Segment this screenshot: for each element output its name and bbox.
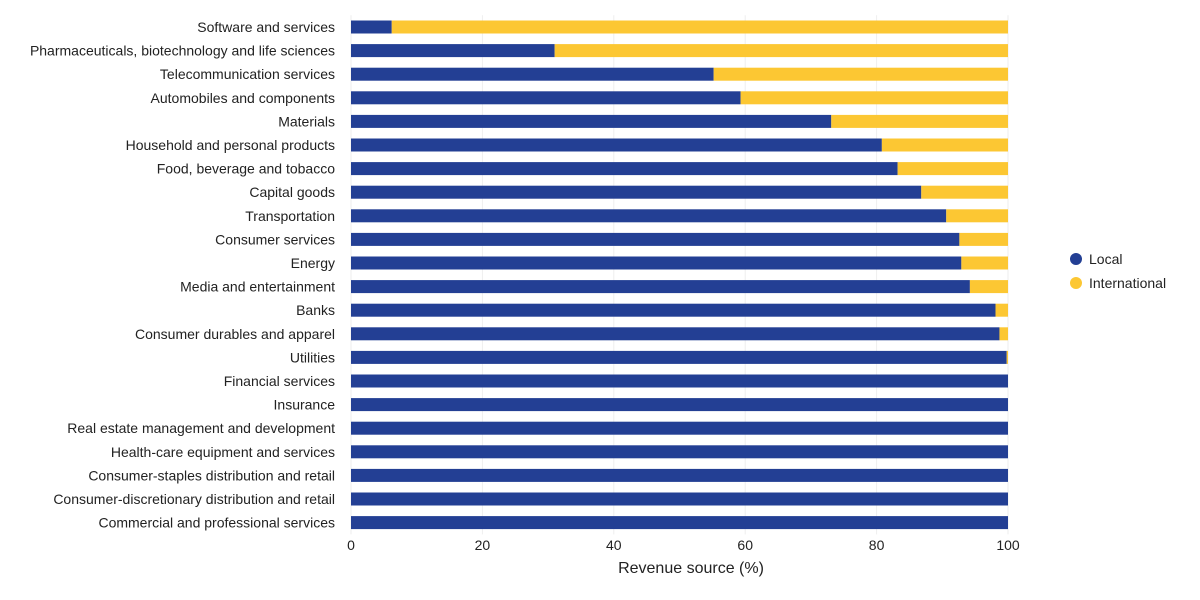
bar-international-10 — [961, 256, 1008, 270]
x-tick-label-4: 80 — [869, 537, 885, 553]
bar-local-19 — [351, 468, 1008, 482]
x-tick-label-3: 60 — [737, 537, 753, 553]
bar-international-5 — [881, 138, 1008, 152]
bar-international-6 — [897, 162, 1008, 176]
bar-local-12 — [351, 303, 996, 317]
x-tick-label-2: 40 — [606, 537, 622, 553]
bar-international-1 — [554, 44, 1008, 58]
x-tick-label-5: 100 — [996, 537, 1020, 553]
category-label-0: Software and services — [197, 19, 335, 35]
category-label-9: Consumer services — [215, 231, 335, 247]
category-label-1: Pharmaceuticals, biotechnology and life … — [30, 43, 335, 59]
legend: Local International — [1070, 251, 1166, 291]
category-label-2: Telecommunication services — [160, 66, 335, 82]
legend-label-international: International — [1089, 275, 1166, 291]
bar-local-5 — [351, 138, 882, 152]
category-label-15: Financial services — [224, 373, 335, 389]
category-label-21: Commercial and professional services — [98, 515, 335, 531]
bar-local-1 — [351, 44, 555, 58]
category-label-11: Media and entertainment — [180, 279, 335, 295]
category-label-12: Banks — [296, 302, 335, 318]
bar-international-3 — [740, 91, 1008, 105]
category-label-7: Capital goods — [249, 184, 335, 200]
category-label-10: Energy — [291, 255, 335, 271]
bar-local-8 — [351, 209, 947, 223]
bar-international-13 — [999, 327, 1008, 341]
category-label-18: Health-care equipment and services — [111, 444, 335, 460]
category-label-5: Household and personal products — [126, 137, 335, 153]
category-label-16: Insurance — [274, 397, 336, 413]
category-label-3: Automobiles and components — [151, 90, 335, 106]
bar-international-8 — [946, 209, 1008, 223]
legend-marker-international — [1070, 277, 1082, 289]
category-labels: Software and services Pharmaceuticals, bi… — [30, 19, 335, 531]
bar-local-6 — [351, 162, 898, 176]
bar-local-11 — [351, 280, 970, 294]
bar-local-7 — [351, 185, 922, 199]
bar-local-18 — [351, 445, 1008, 459]
bar-local-15 — [351, 374, 1008, 388]
bar-local-17 — [351, 421, 1008, 435]
bar-international-12 — [995, 303, 1008, 317]
bar-international-7 — [921, 185, 1008, 199]
bars — [351, 20, 1008, 530]
category-label-19: Consumer-staples distribution and retail — [88, 467, 335, 483]
bar-local-2 — [351, 67, 714, 81]
category-label-6: Food, beverage and tobacco — [157, 161, 335, 177]
bar-local-10 — [351, 256, 962, 270]
x-axis-title: Revenue source (%) — [618, 560, 764, 577]
bar-international-14 — [1006, 350, 1008, 364]
legend-marker-local — [1070, 253, 1082, 265]
category-label-13: Consumer durables and apparel — [135, 326, 335, 342]
bar-international-2 — [713, 67, 1008, 81]
category-label-20: Consumer-discretionary distribution and … — [53, 491, 335, 507]
bar-local-21 — [351, 516, 1008, 530]
category-label-8: Transportation — [245, 208, 335, 224]
bar-international-4 — [831, 114, 1008, 128]
category-label-17: Real estate management and development — [67, 420, 335, 436]
bar-international-11 — [969, 280, 1008, 294]
bar-local-9 — [351, 232, 960, 246]
bar-local-14 — [351, 350, 1007, 364]
bar-international-9 — [959, 232, 1008, 246]
bar-local-16 — [351, 398, 1008, 412]
category-label-4: Materials — [278, 113, 335, 129]
legend-label-local: Local — [1089, 251, 1122, 267]
bar-local-13 — [351, 327, 1000, 341]
bar-local-4 — [351, 114, 832, 128]
x-tick-labels: 0 20 40 60 80 100 — [347, 537, 1020, 553]
bar-international-0 — [391, 20, 1008, 34]
x-tick-label-0: 0 — [347, 537, 355, 553]
bar-local-3 — [351, 91, 741, 105]
bar-local-20 — [351, 492, 1008, 506]
category-label-14: Utilities — [290, 349, 335, 365]
x-tick-label-1: 20 — [475, 537, 491, 553]
bar-local-0 — [351, 20, 392, 34]
